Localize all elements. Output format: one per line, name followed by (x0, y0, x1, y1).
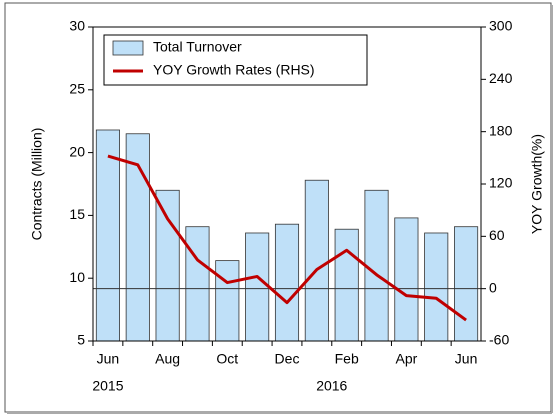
bar (334, 228, 359, 342)
y2-tick-label: 0 (489, 279, 497, 295)
legend-label: YOY Growth Rates (RHS) (153, 62, 315, 78)
y-tick-label: 25 (69, 81, 85, 97)
x-tick-label: Oct (216, 351, 238, 367)
year-label: 2016 (316, 378, 347, 394)
y2-axis-title: YOY Growth(%) (529, 134, 545, 234)
x-tick-label: Dec (275, 351, 300, 367)
year-label: 2015 (92, 378, 123, 394)
y-tick-label: 15 (69, 206, 85, 222)
legend-label: Total Turnover (153, 39, 242, 55)
y2-tick-label: 60 (489, 227, 505, 243)
y-tick-label: 5 (77, 332, 85, 348)
y2-tick-label: 300 (489, 18, 513, 34)
y-axis-title: Contracts (Million) (29, 128, 45, 241)
bar (394, 217, 419, 342)
bar (215, 260, 240, 342)
bar (364, 189, 389, 342)
y2-tick-label: 240 (489, 70, 513, 86)
bar (185, 226, 210, 342)
legend-swatch (112, 40, 144, 56)
bar (274, 223, 300, 342)
bar (245, 232, 270, 342)
bar (424, 232, 449, 342)
x-tick-label: Jun (97, 351, 120, 367)
bar (155, 189, 180, 342)
x-tick-label: Apr (395, 351, 417, 367)
bar (454, 226, 479, 342)
legend-box (103, 34, 368, 86)
bar (95, 129, 120, 342)
line (107, 154, 467, 322)
y-tick-label: 30 (69, 18, 85, 34)
x-tick-label: Aug (155, 351, 180, 367)
x-tick-label: Jun (455, 351, 478, 367)
y-tick-label: 20 (69, 143, 85, 159)
y2-tick-label: 180 (489, 122, 513, 138)
y2-tick-label: -60 (489, 332, 509, 348)
x-tick-label: Feb (335, 351, 359, 367)
bar (304, 179, 329, 342)
y-tick-label: 10 (69, 269, 85, 285)
y2-tick-label: 120 (489, 175, 513, 191)
